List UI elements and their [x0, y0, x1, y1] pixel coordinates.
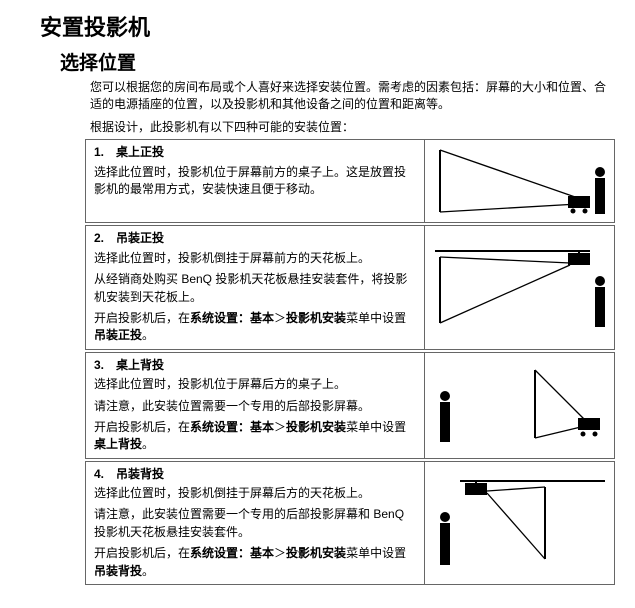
item-name: 桌上背投: [116, 358, 164, 372]
item-name: 吊装背投: [116, 467, 164, 481]
diagram-rear-table: [430, 360, 610, 450]
item-desc-2: 请注意，此安装位置需要一个专用的后部投影屏幕。: [94, 398, 416, 415]
item-setup: 开启投影机后，在系统设置：基本＞投影机安装菜单中设置吊装正投。: [94, 310, 416, 345]
item-number: 4.: [94, 467, 104, 481]
position-item-3: 3. 桌上背投 选择此位置时，投影机位于屏幕后方的桌子上。 请注意，此安装位置需…: [85, 352, 615, 459]
item-number: 2.: [94, 231, 104, 245]
item-number: 3.: [94, 358, 104, 372]
item-desc: 选择此位置时，投影机位于屏幕前方的桌子上。这是放置投影机的最常用方式，安装快速且…: [94, 164, 416, 199]
position-item-2: 2. 吊装正投 选择此位置时，投影机倒挂于屏幕前方的天花板上。 从经销商处购买 …: [85, 225, 615, 349]
item-desc-2: 从经销商处购买 BenQ 投影机天花板悬挂安装套件，将投影机安装到天花板上。: [94, 271, 416, 306]
item-diagram: [424, 140, 614, 222]
item-setup: 开启投影机后，在系统设置：基本＞投影机安装菜单中设置桌上背投。: [94, 419, 416, 454]
item-text: 4. 吊装背投 选择此位置时，投影机倒挂于屏幕后方的天花板上。 请注意，此安装位…: [86, 462, 424, 584]
diagram-rear-ceiling: [430, 473, 610, 573]
position-item-1: 1. 桌上正投 选择此位置时，投影机位于屏幕前方的桌子上。这是放置投影机的最常用…: [85, 139, 615, 223]
intro-paragraph-2: 根据设计，此投影机有以下四种可能的安装位置：: [90, 119, 615, 136]
item-text: 2. 吊装正投 选择此位置时，投影机倒挂于屏幕前方的天花板上。 从经销商处购买 …: [86, 226, 424, 348]
item-diagram: [424, 353, 614, 458]
page-title: 安置投影机: [40, 10, 615, 42]
item-name: 桌上正投: [116, 145, 164, 159]
diagram-front-ceiling: [430, 243, 610, 333]
item-diagram: [424, 226, 614, 348]
item-diagram: [424, 462, 614, 584]
item-desc-2: 请注意，此安装位置需要一个专用的后部投影屏幕和 BenQ 投影机天花板悬挂安装套…: [94, 506, 416, 541]
intro-paragraph-1: 您可以根据您的房间布局或个人喜好来选择安装位置。需考虑的因素包括：屏幕的大小和位…: [90, 79, 615, 113]
item-desc-1: 选择此位置时，投影机倒挂于屏幕后方的天花板上。: [94, 485, 416, 502]
item-text: 1. 桌上正投 选择此位置时，投影机位于屏幕前方的桌子上。这是放置投影机的最常用…: [86, 140, 424, 222]
item-number: 1.: [94, 145, 104, 159]
item-text: 3. 桌上背投 选择此位置时，投影机位于屏幕后方的桌子上。 请注意，此安装位置需…: [86, 353, 424, 458]
item-name: 吊装正投: [116, 231, 164, 245]
item-desc-1: 选择此位置时，投影机倒挂于屏幕前方的天花板上。: [94, 250, 416, 267]
diagram-front-table: [430, 142, 610, 220]
item-setup: 开启投影机后，在系统设置：基本＞投影机安装菜单中设置吊装背投。: [94, 545, 416, 580]
item-desc-1: 选择此位置时，投影机位于屏幕后方的桌子上。: [94, 376, 416, 393]
section-title: 选择位置: [60, 48, 615, 75]
position-item-4: 4. 吊装背投 选择此位置时，投影机倒挂于屏幕后方的天花板上。 请注意，此安装位…: [85, 461, 615, 585]
